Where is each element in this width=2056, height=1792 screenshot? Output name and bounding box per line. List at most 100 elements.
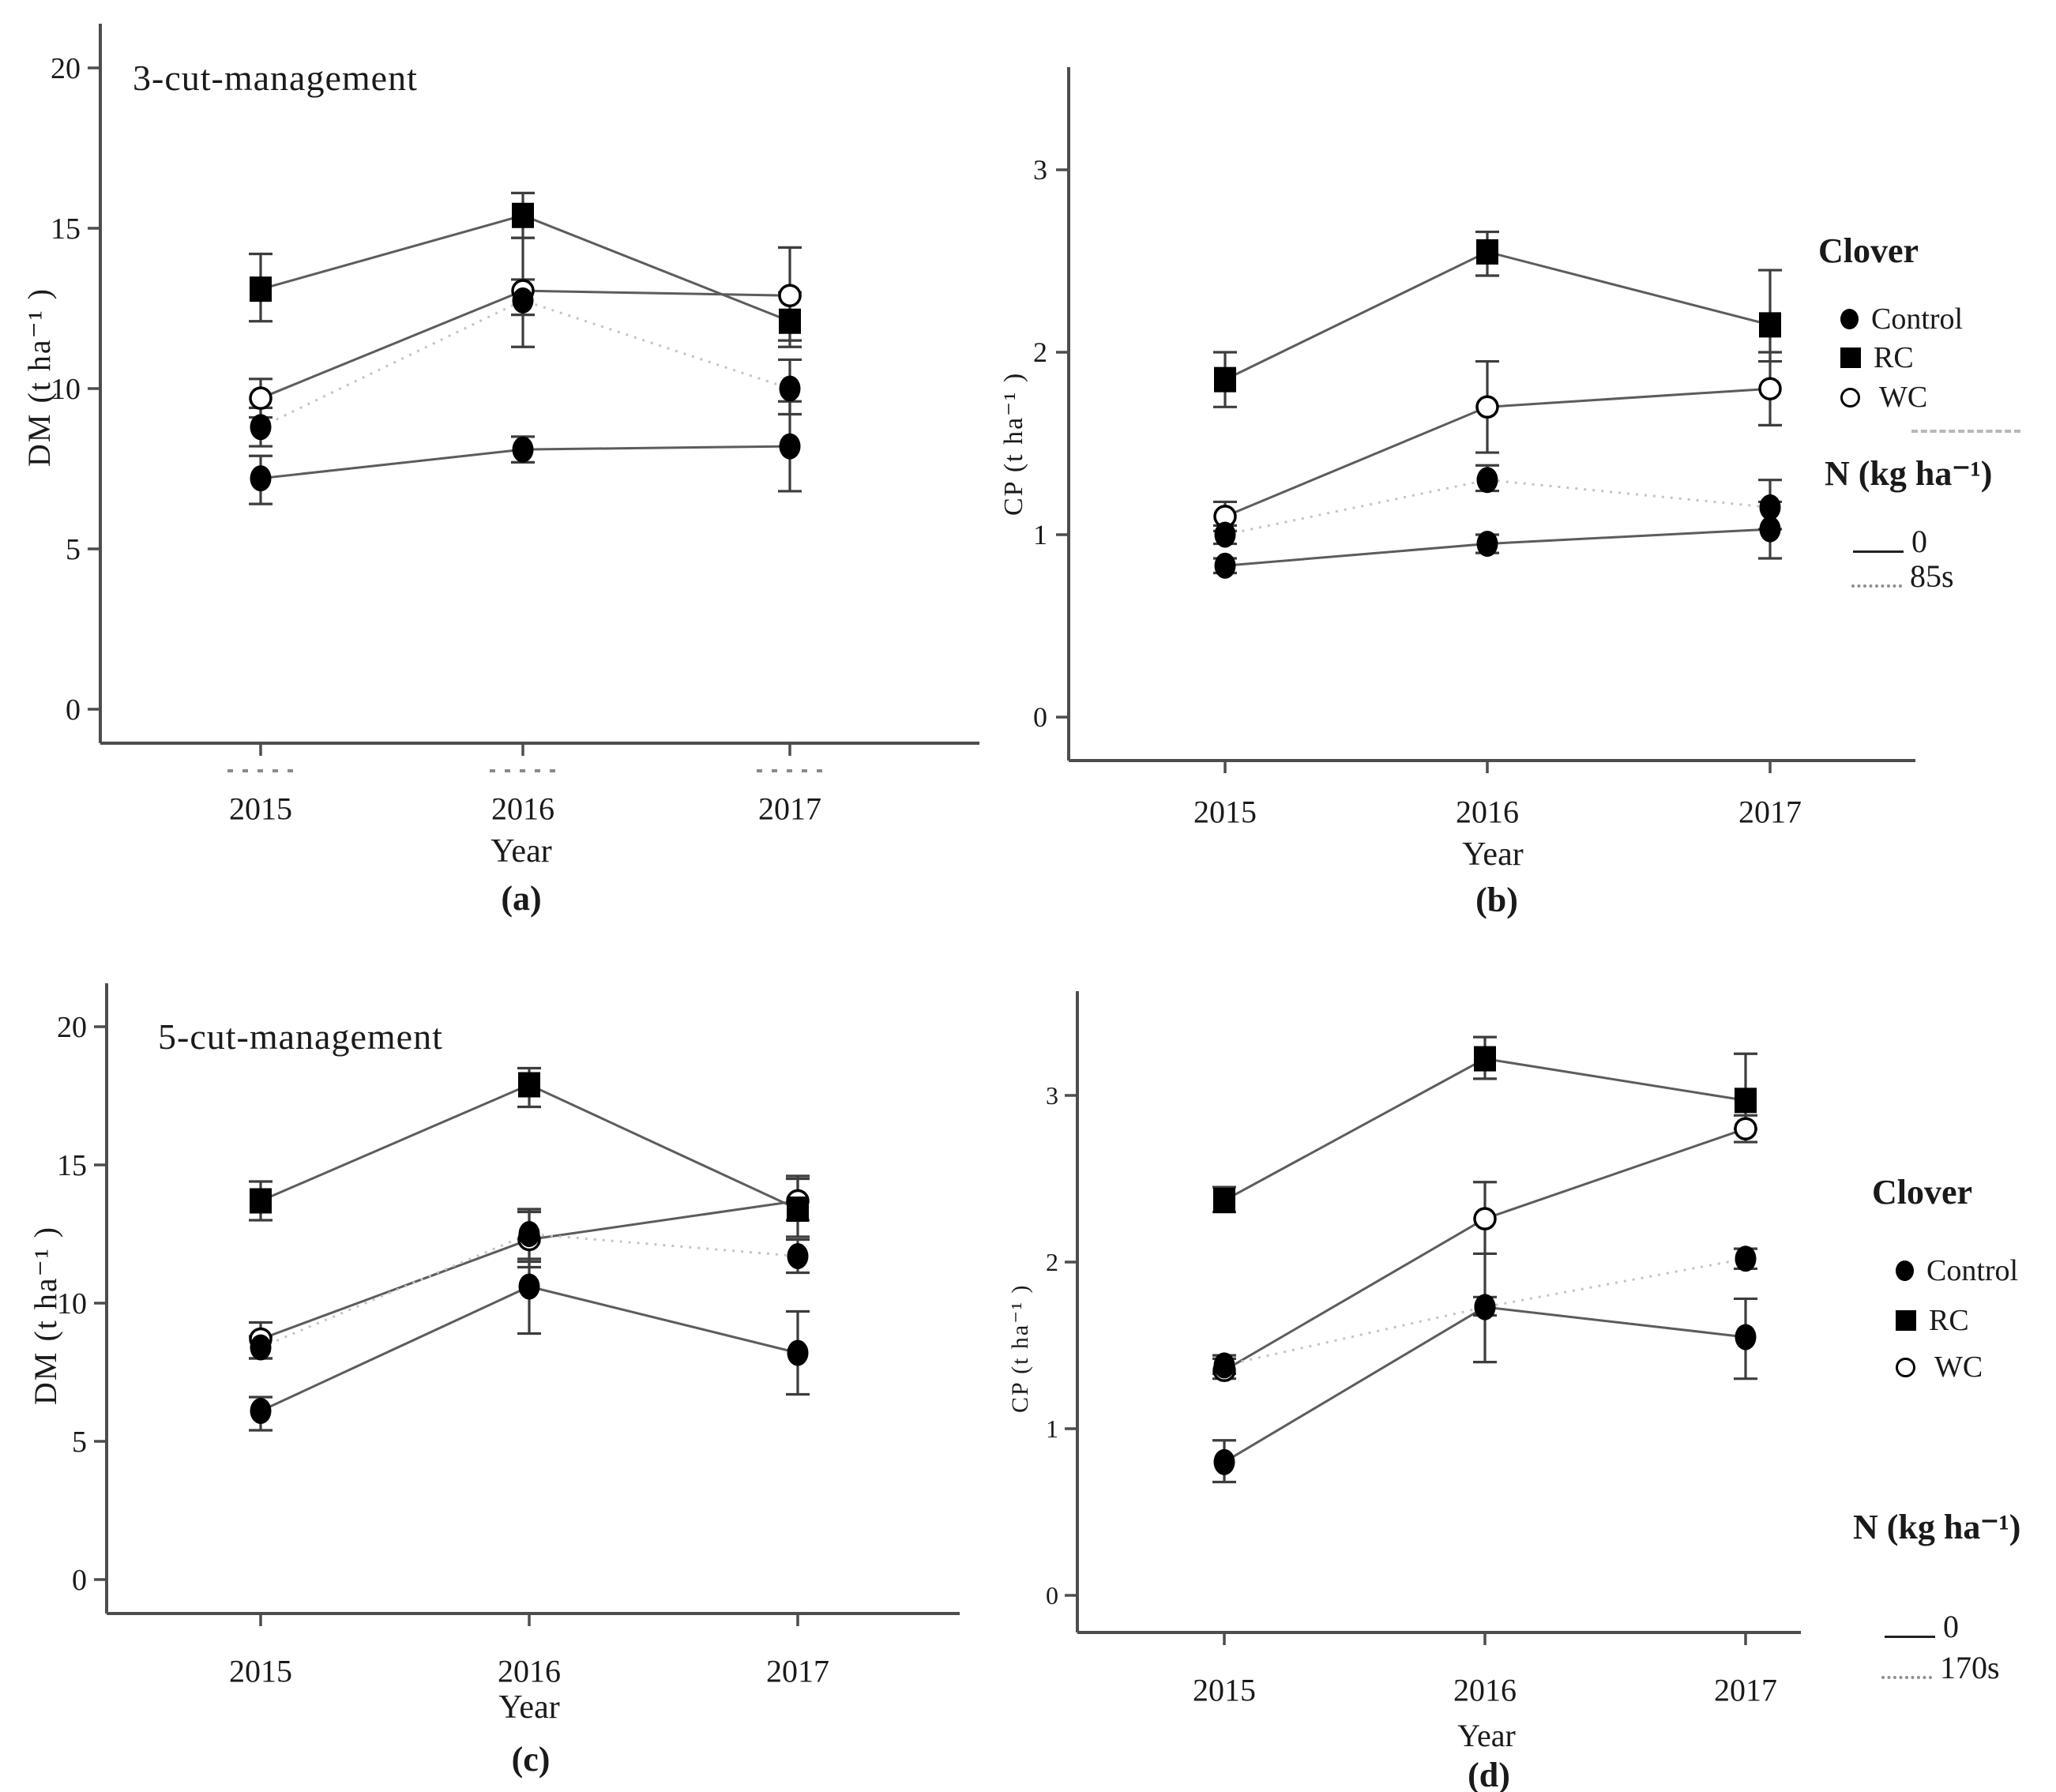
x-tick-label: 2015 [229,1654,292,1689]
marker-filled-circle-control-2015 [1213,1352,1235,1379]
legend-n-heading: N (kg ha⁻¹) [1853,1508,2021,1546]
marker-open-circle-wc-2016 [1475,395,1499,419]
legend-item-n0: 0 [1853,523,1927,560]
marker-filled-square-rc-2016 [1476,239,1498,265]
x-tick-label: 2016 [498,1654,561,1689]
marker-filled-square-rc-2016 [518,1072,540,1098]
marker-filled-square-rc-2017 [1759,312,1781,338]
panel-c-plot: 0 5 10 15 20 2015 2016 2017 [57,983,960,1689]
panel-a-ylabel: DM (t ha⁻¹ ) [21,287,57,467]
marker-filled-square-rc-2015 [1214,366,1236,393]
marker-filled-circle-control-2015 [1213,1448,1235,1475]
marker-filled-circle-control-2015 [1214,552,1236,579]
marker-filled-circle-control-2015 [250,465,272,492]
marker-filled-circle-control-2016 [518,1221,540,1247]
legend-label-wc: WC [1879,381,1928,414]
panel-d-plot: 0 1 2 3 2015 2016 2017 [1046,991,1801,1708]
solid-line-icon [1853,550,1904,553]
x-tick-label: 2017 [1714,1673,1777,1708]
legend-label-n0: 0 [1943,1609,1959,1644]
marker-filled-square-rc-2015 [250,276,272,302]
marker-filled-circle-control-2015 [250,1334,272,1361]
legend-item-ns: 170s [1881,1649,2000,1686]
marker-filled-circle-control-2017 [1759,494,1781,520]
y-tick-label: 3 [1033,154,1047,186]
marker-filled-circle-control-2017 [787,1243,809,1269]
legend-item-control: Control [1840,302,1963,336]
solid-line-icon [1885,1636,1935,1638]
panel-b-plot: 0 1 2 3 2015 2016 2017 [1033,67,1915,830]
legend-label-ns: 85s [1910,558,1954,594]
marker-filled-circle-control-2017 [779,375,801,402]
y-tick-label: 5 [72,1426,87,1459]
y-tick-label: 15 [57,1149,87,1182]
marker-filled-circle-control-2017 [779,433,801,460]
legend-label-control: Control [1871,302,1964,336]
marker-filled-circle-control-2016 [512,436,534,463]
panel-b-caption: (b) [1475,881,1518,919]
panel-c-title: 5-cut-management [158,1016,443,1057]
panel-b-legend: Clover Control RC WC N (kg ha⁻¹) 0 85s [1809,231,2055,610]
panel-b-xlabel: Year [1462,836,1524,873]
marker-filled-square-rc-2016 [1474,1046,1496,1072]
x-tick-label: 2017 [1738,795,1802,830]
legend-clover-heading: Clover [1818,231,1919,270]
y-tick-label: 10 [51,373,81,406]
dotted-line-icon [1881,1676,1932,1679]
marker-open-circle-wc-2015 [249,386,273,410]
panel-d-ylabel: CP (t ha⁻¹ ) [1007,1283,1033,1413]
legend-item-n0: 0 [1885,1608,1959,1645]
y-tick-label: 0 [1046,1581,1058,1610]
panel-b-ylabel: CP (t ha⁻¹ ) [999,371,1028,517]
marker-open-circle-wc-2016 [1473,1207,1497,1230]
marker-filled-circle-control-2017 [787,1339,809,1366]
x-tick-label: 2015 [1193,1673,1256,1708]
panel-d-legend: Clover Control RC WC N (kg ha⁻¹) 0 170s [1840,1169,2055,1706]
marker-filled-square-rc-2016 [512,202,534,228]
y-tick-label: 5 [66,533,81,566]
legend-item-rc: RC [1840,341,1914,374]
filled-square-icon [1840,348,1861,368]
panel-a-title: 3-cut-management [133,58,418,98]
legend-label-wc: WC [1934,1351,1983,1384]
panel-c-caption: (c) [511,1740,551,1779]
series-line-control-170s [1223,1257,1746,1367]
panel-c-xlabel: Year [498,1689,560,1726]
marker-filled-square-rc-2015 [1213,1187,1235,1213]
legend-label-ns: 170s [1940,1650,2000,1685]
x-tick-label: 2017 [766,1654,829,1689]
y-tick-label: 1 [1033,519,1047,550]
marker-filled-circle-control-2017 [1759,516,1781,543]
legend-label-rc: RC [1874,341,1914,374]
y-tick-label: 1 [1046,1414,1058,1443]
panel-a-xlabel: Year [491,833,552,870]
marker-filled-circle-control-2016 [512,287,534,314]
filled-circle-icon [1840,309,1859,329]
marker-filled-circle-control-2017 [1735,1245,1757,1272]
marker-filled-circle-control-2017 [1735,1324,1757,1351]
legend-item-wc: WC [1896,1351,1983,1384]
marker-filled-circle-control-2015 [1214,521,1236,548]
legend-label-n0: 0 [1911,524,1927,559]
panel-a-caption: (a) [501,879,542,918]
marker-filled-square-rc-2017 [779,308,801,334]
open-circle-icon [1840,387,1860,408]
marker-open-circle-wc-2017 [1758,377,1782,400]
legend-n-heading: N (kg ha⁻¹) [1825,454,1993,493]
y-tick-label: 20 [51,52,81,85]
legend-item-ns: 85s [1851,558,1954,595]
x-tick-label: 2016 [491,791,554,827]
y-tick-label: 20 [57,1011,87,1044]
marker-filled-circle-control-2015 [250,414,272,441]
y-tick-label: 0 [1033,701,1047,733]
panel-d-xlabel: Year [1457,1718,1516,1753]
filled-circle-icon [1896,1260,1914,1281]
y-tick-label: 2 [1046,1248,1058,1276]
series-line-control-170s [260,1232,799,1349]
dotted-line-icon [1851,584,1902,588]
series-line-control-85s [1224,479,1771,536]
x-tick-label: 2016 [1456,795,1519,830]
legend-item-control: Control [1896,1254,2018,1287]
y-tick-label: 15 [51,212,81,246]
